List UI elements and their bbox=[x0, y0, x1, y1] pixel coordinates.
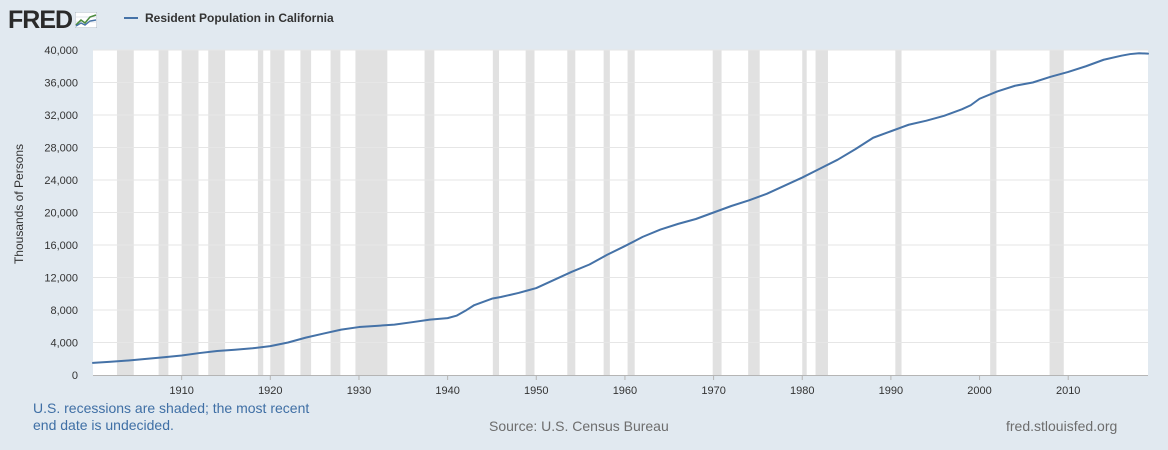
y-tick-label: 8,000 bbox=[50, 305, 78, 317]
y-tick-label: 12,000 bbox=[44, 273, 78, 285]
legend-swatch bbox=[124, 17, 138, 19]
x-tick-label: 1910 bbox=[169, 385, 193, 397]
x-tick-label: 1990 bbox=[879, 385, 903, 397]
legend-label[interactable]: Resident Population in California bbox=[145, 11, 334, 25]
recession-note-line-2: end date is undecided. bbox=[33, 417, 174, 433]
chart: 0 4,000 8,000 12,000 16,000 20,000 24,000 28,00… bbox=[12, 45, 1149, 397]
x-axis: 1910 1920 1930 1940 1950 1960 1970 1980 1990 2000… bbox=[169, 375, 1080, 397]
x-tick-label: 1950 bbox=[524, 385, 548, 397]
y-tick-label: 4,000 bbox=[50, 338, 78, 350]
x-tick-label: 1970 bbox=[701, 385, 725, 397]
x-tick-label: 1960 bbox=[613, 385, 637, 397]
y-tick-label: 28,000 bbox=[44, 143, 78, 155]
y-tick-label: 20,000 bbox=[44, 208, 78, 220]
line-chart-icon bbox=[75, 12, 98, 28]
x-tick-label: 1980 bbox=[790, 385, 814, 397]
y-tick-label: 16,000 bbox=[44, 240, 78, 252]
recession-note: U.S. recessions are shaded; the most rec… bbox=[33, 400, 333, 434]
y-tick-label: 40,000 bbox=[44, 45, 78, 57]
legend: Resident Population in California bbox=[124, 11, 334, 25]
y-tick-label: 32,000 bbox=[44, 110, 78, 122]
x-tick-label: 1920 bbox=[258, 385, 282, 397]
y-tick-label: 24,000 bbox=[44, 175, 78, 187]
series-line bbox=[92, 52, 1149, 364]
logo-text: FRED bbox=[8, 5, 73, 34]
x-tick-label: 2000 bbox=[967, 385, 991, 397]
y-tick-label: 36,000 bbox=[44, 78, 78, 90]
source-text: Source: U.S. Census Bureau bbox=[489, 418, 669, 434]
x-tick-label: 1940 bbox=[435, 385, 459, 397]
series-layer bbox=[92, 52, 1149, 364]
site-link[interactable]: fred.stlouisfed.org bbox=[1006, 418, 1118, 434]
grid-lines bbox=[93, 49, 1148, 376]
x-tick-label: 2010 bbox=[1056, 385, 1080, 397]
recession-note-line-1: U.S. recessions are shaded; the most rec… bbox=[33, 400, 310, 416]
y-axis: 0 4,000 8,000 12,000 16,000 20,000 24,000 28,00… bbox=[44, 45, 78, 382]
header: FRED Resident Population in California bbox=[0, 0, 1168, 40]
y-axis-label: Thousands of Persons bbox=[12, 144, 26, 264]
fred-logo[interactable]: FRED bbox=[8, 5, 98, 34]
x-tick-label: 1930 bbox=[347, 385, 371, 397]
y-tick-label: 0 bbox=[72, 370, 78, 382]
